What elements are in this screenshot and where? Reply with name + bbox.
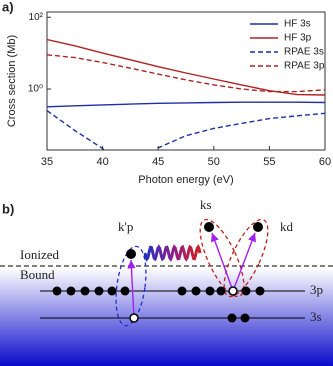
line bbox=[47, 54, 325, 93]
ellipse bbox=[223, 218, 269, 298]
x-tick-label: 45 bbox=[152, 156, 164, 168]
x-axis-label: Photon energy (eV) bbox=[138, 174, 233, 186]
electrons bbox=[52, 222, 265, 323]
level-label: 3p bbox=[310, 282, 323, 297]
x-tick-label: 35 bbox=[41, 156, 53, 168]
x-tick-label: 60 bbox=[319, 156, 331, 168]
ellipse bbox=[115, 245, 147, 327]
y-tick-label: 10² bbox=[29, 12, 44, 23]
plot-frame bbox=[46, 11, 326, 151]
line bbox=[47, 110, 325, 150]
channel-label: kd bbox=[280, 219, 294, 234]
legend-label: RPAE 3p bbox=[284, 61, 325, 72]
ellipse bbox=[199, 218, 245, 298]
hole bbox=[228, 286, 238, 296]
line bbox=[47, 101, 325, 108]
channel-label: k'p bbox=[118, 219, 133, 234]
legend-label: HF 3p bbox=[284, 33, 312, 44]
legend-label: RPAE 3s bbox=[284, 47, 324, 58]
x-tick-label: 40 bbox=[96, 156, 108, 168]
legend-label: HF 3s bbox=[284, 19, 311, 30]
photon-wave bbox=[143, 244, 202, 262]
panel-label: a) bbox=[2, 0, 14, 14]
plot-area bbox=[47, 38, 325, 150]
x-tick-label: 50 bbox=[208, 156, 220, 168]
region-label: Ionized bbox=[20, 247, 59, 262]
y-axis-label: Cross section (Mb) bbox=[6, 35, 18, 127]
arrows bbox=[127, 232, 256, 319]
hole bbox=[129, 313, 139, 323]
panel-label: b) bbox=[2, 201, 14, 216]
channel-label: ks bbox=[200, 197, 212, 212]
level-label: 3s bbox=[310, 309, 322, 324]
region-label: Bound bbox=[20, 267, 55, 282]
bound-region bbox=[0, 268, 333, 366]
y-tick-label: 10⁰ bbox=[28, 84, 43, 95]
x-tick-label: 55 bbox=[263, 156, 275, 168]
